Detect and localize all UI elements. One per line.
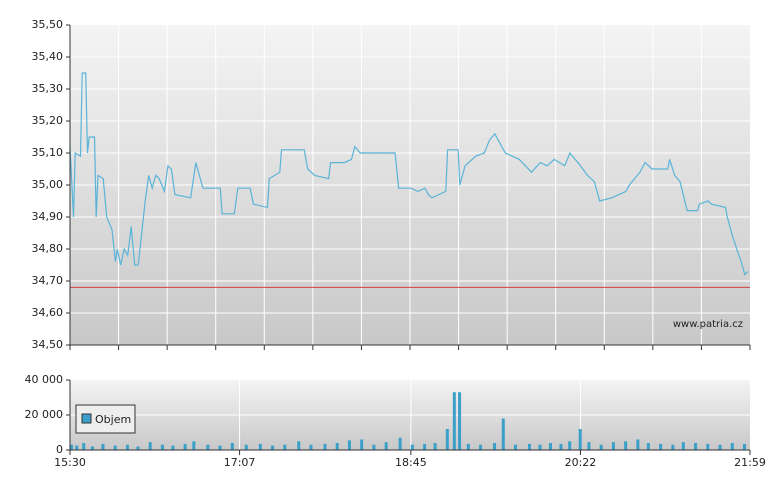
x-tick-label: 17:07: [224, 456, 256, 469]
legend-label: Objem: [95, 413, 131, 426]
x-tick-label: 21:59: [734, 456, 766, 469]
watermark: www.patria.cz: [673, 319, 743, 330]
volume-bar: [297, 441, 301, 450]
volume-bar: [218, 445, 222, 450]
volume-bar: [323, 443, 327, 450]
volume-bar: [160, 444, 164, 450]
volume-bar: [148, 442, 152, 450]
volume-bar: [587, 442, 591, 450]
volume-bar: [479, 444, 483, 450]
volume-bar: [730, 443, 734, 450]
volume-bar: [501, 418, 505, 450]
volume-bar: [75, 445, 79, 450]
y-tick-label: 34,80: [32, 242, 64, 255]
volume-bar: [230, 443, 234, 450]
x-tick-label: 18:45: [395, 456, 427, 469]
volume-bar: [101, 443, 105, 450]
y-tick-label: 35,50: [32, 18, 64, 31]
y-tick-label: 34,50: [32, 338, 64, 351]
y-tick-label: 35,00: [32, 178, 64, 191]
volume-bar: [113, 445, 117, 450]
volume-bar: [646, 443, 650, 450]
volume-bar: [599, 444, 603, 450]
legend-swatch: [81, 413, 92, 424]
volume-bar: [433, 443, 437, 450]
volume-bar: [527, 443, 531, 450]
y-tick-label: 0: [56, 443, 63, 456]
volume-bar: [206, 444, 210, 450]
volume-bar: [659, 443, 663, 450]
y-tick-label: 40 000: [25, 373, 64, 386]
y-tick-label: 20 000: [25, 408, 64, 421]
volume-bar: [136, 446, 140, 450]
volume-bar: [636, 439, 640, 450]
volume-bar: [82, 443, 86, 450]
volume-bar: [335, 443, 339, 450]
volume-bar: [514, 444, 518, 450]
y-tick-label: 35,20: [32, 114, 64, 127]
volume-bar: [681, 442, 685, 450]
volume-bar: [183, 443, 187, 450]
volume-bar: [743, 443, 747, 450]
y-tick-label: 35,40: [32, 50, 64, 63]
y-tick-label: 34,70: [32, 274, 64, 287]
volume-bar: [452, 392, 456, 450]
volume-bar: [70, 444, 73, 450]
volume-bar: [309, 444, 313, 450]
y-tick-label: 35,10: [32, 146, 64, 159]
volume-bar: [384, 442, 388, 450]
volume-bar: [372, 444, 376, 450]
price-line: [69, 72, 749, 276]
volume-bar: [706, 443, 710, 450]
volume-bar: [271, 445, 275, 450]
volume-bar: [493, 443, 497, 450]
volume-bar: [423, 443, 427, 450]
volume-bar: [671, 444, 675, 450]
volume-bar: [611, 442, 615, 450]
volume-bar: [410, 444, 414, 450]
volume-bar: [548, 443, 552, 450]
volume-bar: [244, 444, 248, 450]
volume-bar: [90, 446, 94, 450]
volume-bar: [624, 441, 628, 450]
volume-bar: [398, 437, 402, 450]
y-tick-label: 34,90: [32, 210, 64, 223]
volume-bar: [125, 444, 129, 450]
volume-bar: [578, 429, 582, 450]
volume-bar: [538, 444, 542, 450]
volume-bar: [192, 441, 196, 450]
volume-bar: [347, 440, 351, 450]
volume-bar: [360, 439, 364, 450]
volume-bar: [258, 443, 262, 450]
volume-bar: [445, 429, 449, 450]
volume-bar: [694, 443, 698, 450]
x-tick-label: 15:30: [54, 456, 86, 469]
y-tick-label: 35,30: [32, 82, 64, 95]
volume-bar: [568, 441, 572, 450]
x-tick-label: 20:22: [565, 456, 597, 469]
volume-bar: [171, 445, 175, 450]
volume-bar: [559, 443, 563, 450]
volume-bar: [718, 444, 722, 450]
y-tick-label: 34,60: [32, 306, 64, 319]
volume-bar: [458, 392, 462, 450]
volume-bar: [466, 443, 470, 450]
volume-bar: [283, 444, 287, 450]
